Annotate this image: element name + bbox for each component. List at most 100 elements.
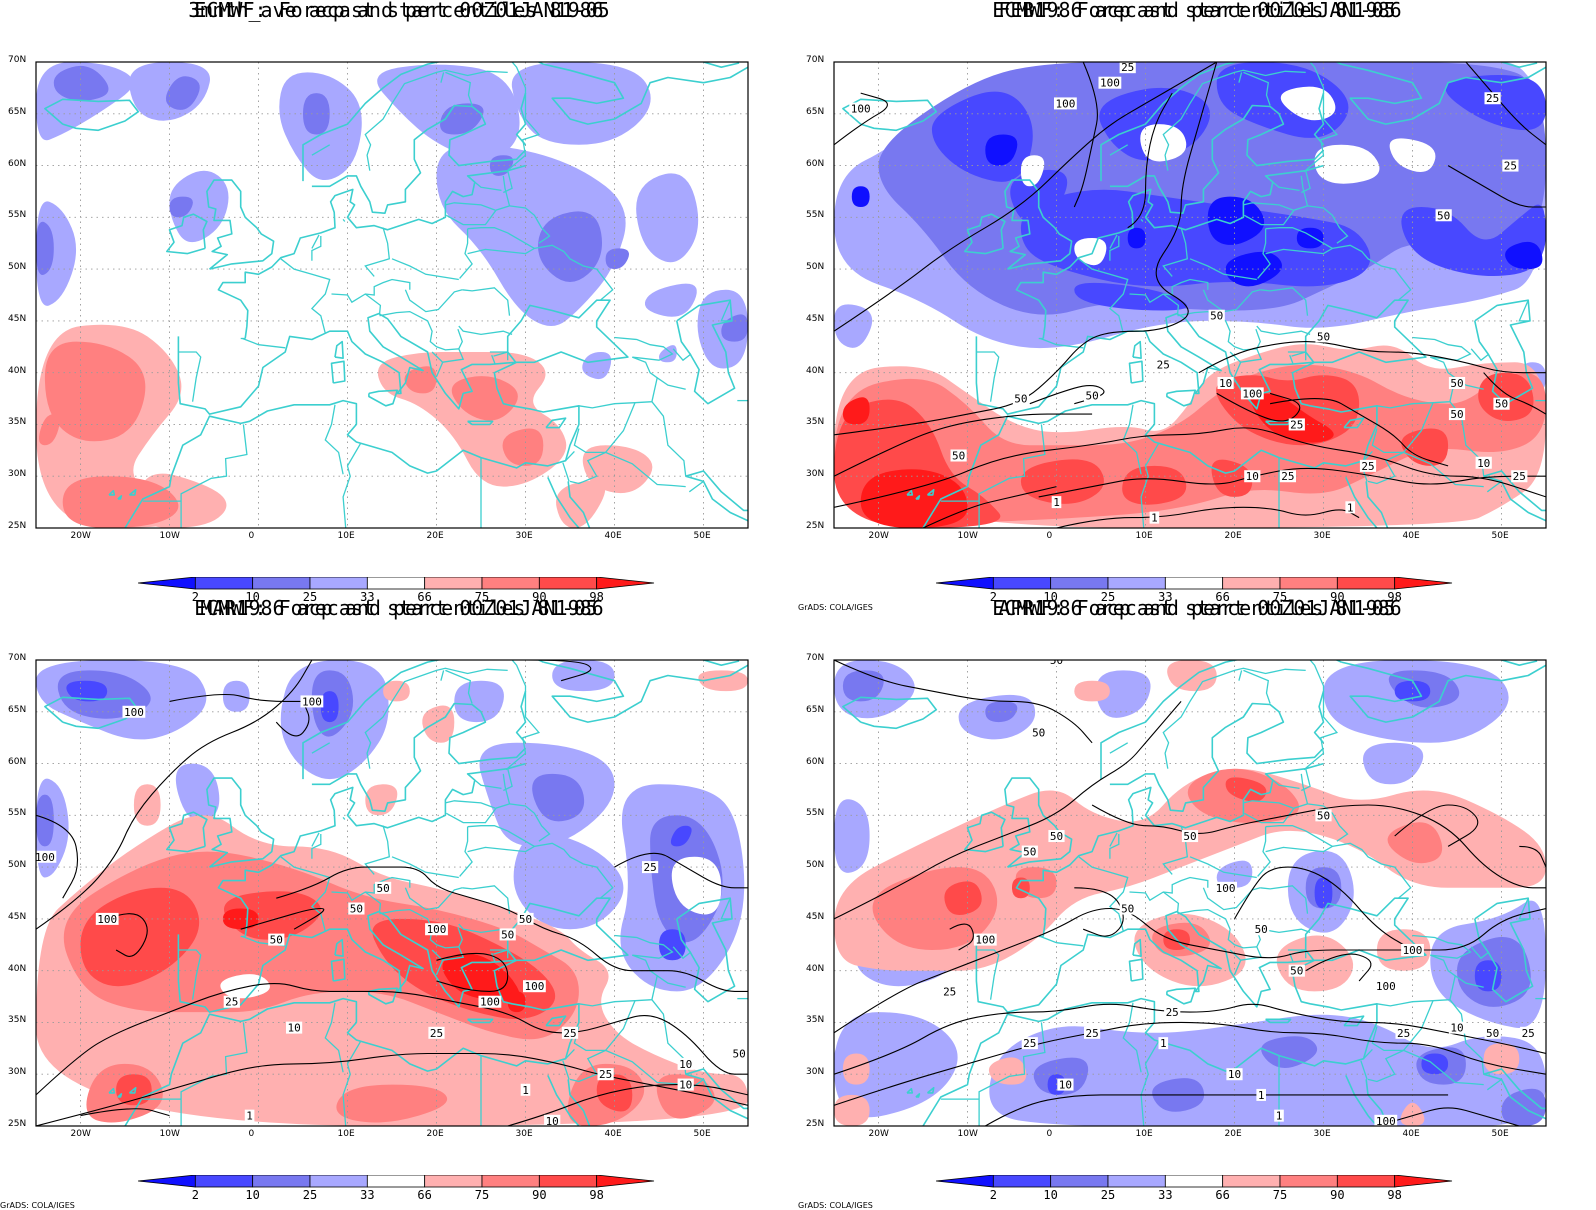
country-border (1109, 742, 1129, 754)
contour-line (1269, 398, 1449, 467)
contour-label-bg (1012, 392, 1029, 405)
contour-label: 25 (1513, 470, 1526, 483)
coastlines (44, 62, 748, 528)
longitude-label: 20W (868, 1129, 889, 1139)
contour-line (1056, 506, 1360, 528)
contours (834, 62, 1546, 528)
country-border (1122, 404, 1142, 475)
percentile-shading (582, 445, 653, 494)
latitude-label: 55N (806, 210, 825, 221)
contour-label: 50 (1023, 846, 1036, 859)
country-border (379, 908, 465, 961)
country-border (180, 424, 248, 528)
country-border (1257, 826, 1271, 877)
country-border (342, 1040, 362, 1126)
coastline (1015, 164, 1324, 339)
contour-label-bg (1315, 809, 1332, 822)
country-border (1412, 336, 1472, 361)
country-border (1486, 480, 1502, 493)
coastline (1100, 660, 1342, 780)
contour-label-bg (1155, 358, 1172, 371)
coastline (311, 702, 527, 812)
contour-label: 50 (350, 903, 363, 916)
contour-label: 25 (563, 1027, 576, 1040)
coastline (1483, 470, 1546, 512)
country-border (1332, 842, 1412, 899)
longitude-label: 40E (604, 1129, 622, 1139)
contour-line (834, 1021, 1546, 1106)
latitude-label: 60N (806, 756, 825, 767)
coastline (1474, 299, 1534, 405)
country-border (431, 351, 444, 378)
contour-label: 50 (1255, 923, 1268, 936)
country-border (1109, 234, 1118, 249)
latitude-label: 25N (8, 521, 27, 531)
country-border (1189, 258, 1257, 281)
contour-line (1483, 372, 1546, 415)
latitude-label: 35N (806, 1015, 825, 1026)
latitude-label: 60N (806, 158, 825, 169)
country-border (1363, 450, 1373, 462)
country-border (1109, 144, 1129, 156)
contour-label-bg (523, 980, 546, 993)
colorbar-swatch (481, 1174, 540, 1188)
contour-label-bg (1511, 470, 1528, 483)
contour-label-bg (1374, 1114, 1398, 1126)
latitude-label: 70N (8, 653, 27, 663)
contour-line (436, 952, 509, 992)
contour-line (1305, 953, 1372, 982)
country-border (493, 949, 509, 959)
contour-label-bg (1057, 1078, 1074, 1091)
country-border (331, 876, 411, 902)
longitude-label: 10E (1135, 531, 1153, 541)
contour-labels: 100 100 100 50 100 50 50 100 50 50 100 25 10 25 10 25 1 1… (36, 695, 748, 1126)
colorbar-arrow-left (935, 1174, 994, 1188)
country-border (445, 669, 473, 704)
percentile-shading (38, 414, 60, 446)
colorbar: 2 10 25 33 66 75 90 98 (935, 1174, 1472, 1202)
country-border (364, 293, 382, 315)
contour-label: 50 (952, 450, 965, 463)
longitude-label: 20E (1224, 1129, 1242, 1139)
latitude-label: 60N (8, 756, 27, 767)
country-border (1255, 328, 1262, 350)
country-border (1129, 278, 1209, 304)
percentile-shading (671, 856, 722, 915)
latitude-label: 25N (806, 521, 825, 531)
colorbar-swatch (1336, 1174, 1396, 1188)
grads-credit: GrADS: COLA/IGES (0, 1201, 75, 1210)
contour-line (275, 701, 310, 737)
country-border (457, 926, 464, 948)
colorbar-label: 75 (474, 1188, 490, 1202)
colorbar-label: 90 (1330, 1188, 1345, 1202)
colorbar-label: 10 (245, 590, 260, 604)
colorbar-label: 75 (1272, 1188, 1288, 1202)
contour-label: 10 (287, 1022, 300, 1035)
percentile-shading (511, 62, 651, 145)
contour-label-bg (677, 1057, 694, 1070)
contour-label-bg (544, 1114, 561, 1126)
percentile-shading (303, 93, 330, 135)
percentile-shading (1225, 777, 1267, 802)
country-border (1260, 885, 1309, 914)
percentile-shading (1474, 960, 1502, 992)
percentile-shading (502, 428, 544, 466)
percentile-shading (36, 794, 54, 847)
contour-line (834, 92, 888, 146)
contour-label-bg (1048, 660, 1065, 666)
country-border (440, 670, 445, 681)
colorbar-swatch (992, 1174, 1052, 1188)
panel-title-line2: ECMWF: Forecast start 00Z01JAN1986 (992, 596, 1402, 620)
colorbar-swatch (1222, 1174, 1281, 1188)
percentile-shading (165, 76, 200, 110)
percentile-shading (636, 173, 699, 263)
country-border (605, 451, 686, 488)
contour-line (1447, 165, 1546, 208)
contour-label-bg (300, 695, 324, 708)
contour-label-bg (1253, 923, 1270, 936)
percentile-shading (222, 680, 250, 712)
percentile-shading (698, 670, 748, 692)
colorbar-swatch (424, 576, 483, 590)
coastline (1132, 938, 1142, 957)
contour-line (507, 1084, 748, 1126)
